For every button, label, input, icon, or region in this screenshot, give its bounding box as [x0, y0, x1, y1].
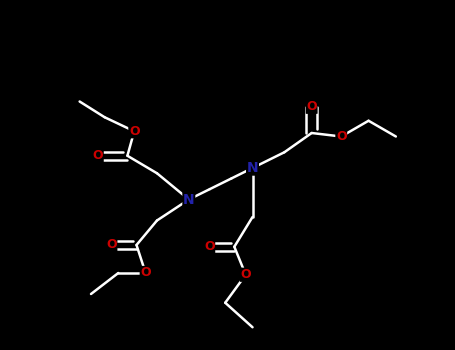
- Text: O: O: [92, 149, 103, 162]
- Text: N: N: [183, 193, 195, 206]
- Text: O: O: [240, 268, 251, 281]
- Text: O: O: [204, 240, 215, 253]
- Text: N: N: [247, 161, 258, 175]
- Text: O: O: [306, 100, 317, 113]
- Text: O: O: [129, 125, 140, 138]
- Text: O: O: [140, 266, 151, 280]
- Text: O: O: [106, 238, 117, 252]
- Text: O: O: [336, 130, 347, 143]
